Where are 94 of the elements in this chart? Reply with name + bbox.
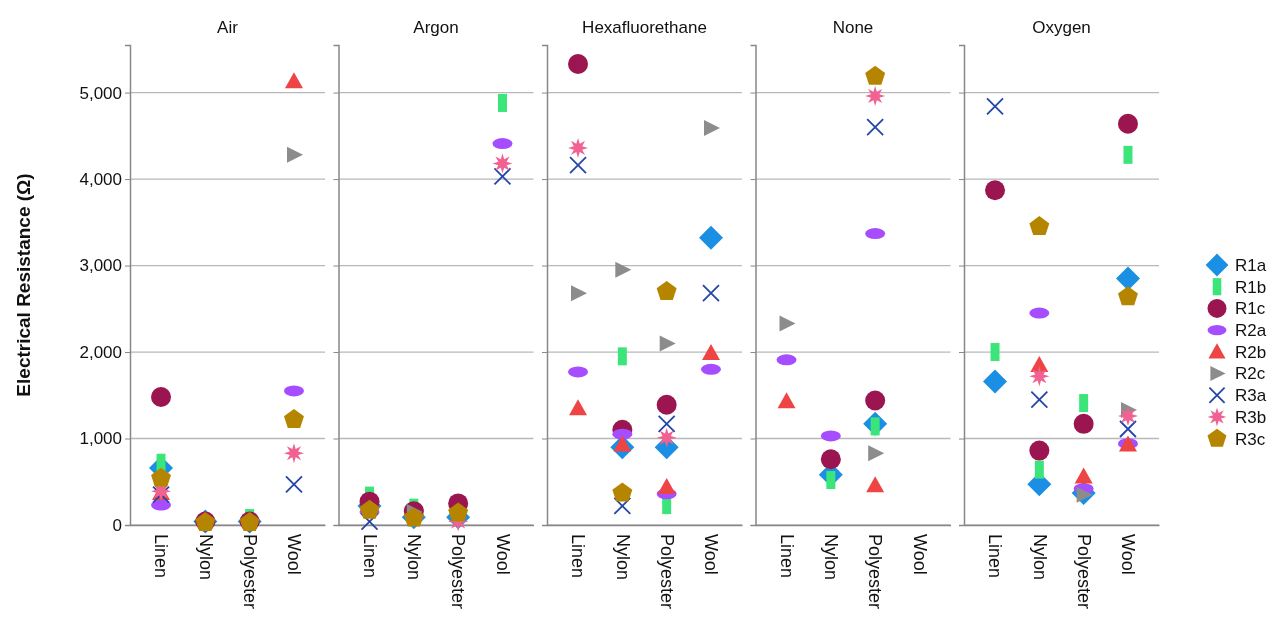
legend-label: R2b (1235, 342, 1267, 362)
point (985, 180, 1006, 201)
point (569, 399, 588, 416)
legend-label: R1b (1235, 277, 1267, 297)
point (657, 414, 676, 433)
legend-label: R2c (1235, 364, 1266, 384)
point (865, 65, 886, 85)
x-tick-label: Wool (701, 534, 722, 575)
y-tick-label: 2,000 (79, 342, 122, 362)
x-tick-label: Linen (151, 534, 172, 579)
chart-title: Hexafluorethane (582, 18, 707, 37)
point (865, 390, 886, 411)
point (1119, 420, 1137, 438)
point (820, 449, 841, 470)
x-tick-label: Nylon (821, 534, 842, 581)
legend-label: R3c (1235, 429, 1266, 449)
point (698, 225, 723, 250)
point (1117, 286, 1138, 306)
point (866, 118, 885, 137)
point (1029, 366, 1050, 387)
point (1029, 216, 1050, 236)
x-tick-label: Wool (492, 534, 513, 575)
point (1030, 390, 1049, 409)
point (703, 120, 720, 137)
point (1117, 406, 1138, 427)
point (777, 392, 796, 409)
point (983, 369, 1008, 394)
point (1117, 113, 1138, 134)
point (613, 497, 632, 515)
y-tick-label: 1,000 (79, 429, 122, 449)
point (659, 335, 676, 352)
legend-label: R1a (1235, 255, 1267, 275)
point (568, 54, 589, 75)
point (779, 315, 796, 332)
x-tick-label: Nylon (195, 534, 216, 581)
x-tick-label: Polyester (239, 534, 260, 610)
point (360, 512, 379, 531)
point (656, 394, 677, 415)
y-tick-label: 4,000 (79, 169, 122, 189)
legend-label: R2a (1235, 321, 1267, 341)
legend-label: R1c (1235, 299, 1266, 319)
x-tick-label: Nylon (404, 534, 425, 581)
x-tick-label: Polyester (1073, 534, 1094, 610)
point (285, 475, 303, 494)
point (568, 137, 589, 158)
chart-title: Argon (413, 18, 459, 37)
x-tick-label: Linen (568, 534, 589, 579)
point (866, 476, 885, 493)
x-tick-label: Nylon (612, 534, 633, 581)
x-tick-label: Linen (985, 534, 1006, 579)
point (702, 284, 720, 303)
point (448, 502, 469, 522)
x-tick-label: Linen (359, 534, 380, 579)
point (656, 280, 677, 300)
x-tick-label: Polyester (448, 534, 469, 610)
point (1073, 413, 1094, 434)
x-tick-label: Wool (284, 534, 305, 575)
point (284, 72, 303, 89)
point (657, 477, 676, 494)
point (151, 387, 172, 407)
point (615, 261, 632, 278)
point (286, 146, 303, 163)
point (571, 285, 588, 302)
y-axis-title: Electrical Resistance (Ω) (13, 173, 34, 397)
x-tick-label: Wool (1118, 534, 1139, 575)
point (283, 443, 304, 464)
point (612, 482, 633, 502)
chart-title: None (832, 18, 874, 37)
x-tick-label: Nylon (1029, 534, 1050, 581)
y-tick-label: 3,000 (79, 256, 122, 276)
x-tick-label: Polyester (865, 534, 886, 610)
point (986, 97, 1004, 116)
x-tick-label: Linen (776, 534, 797, 579)
point (656, 427, 677, 448)
x-tick-label: Wool (909, 534, 930, 575)
legend-label: R3b (1235, 407, 1267, 427)
y-tick-label: 5,000 (79, 83, 122, 103)
point (493, 167, 512, 186)
point (1074, 467, 1093, 484)
x-tick-label: Polyester (656, 534, 677, 610)
point (865, 86, 886, 107)
point (1029, 440, 1050, 461)
chart-title: Air (217, 18, 239, 37)
point (868, 445, 885, 462)
point (492, 153, 513, 174)
point (1115, 266, 1140, 291)
point (359, 499, 380, 519)
point (569, 156, 587, 175)
point (151, 467, 172, 487)
y-tick-label: 0 (112, 515, 122, 535)
point (283, 408, 304, 428)
chart-title: Oxygen (1032, 18, 1091, 37)
legend-label: R3a (1235, 386, 1267, 406)
point (701, 343, 720, 360)
